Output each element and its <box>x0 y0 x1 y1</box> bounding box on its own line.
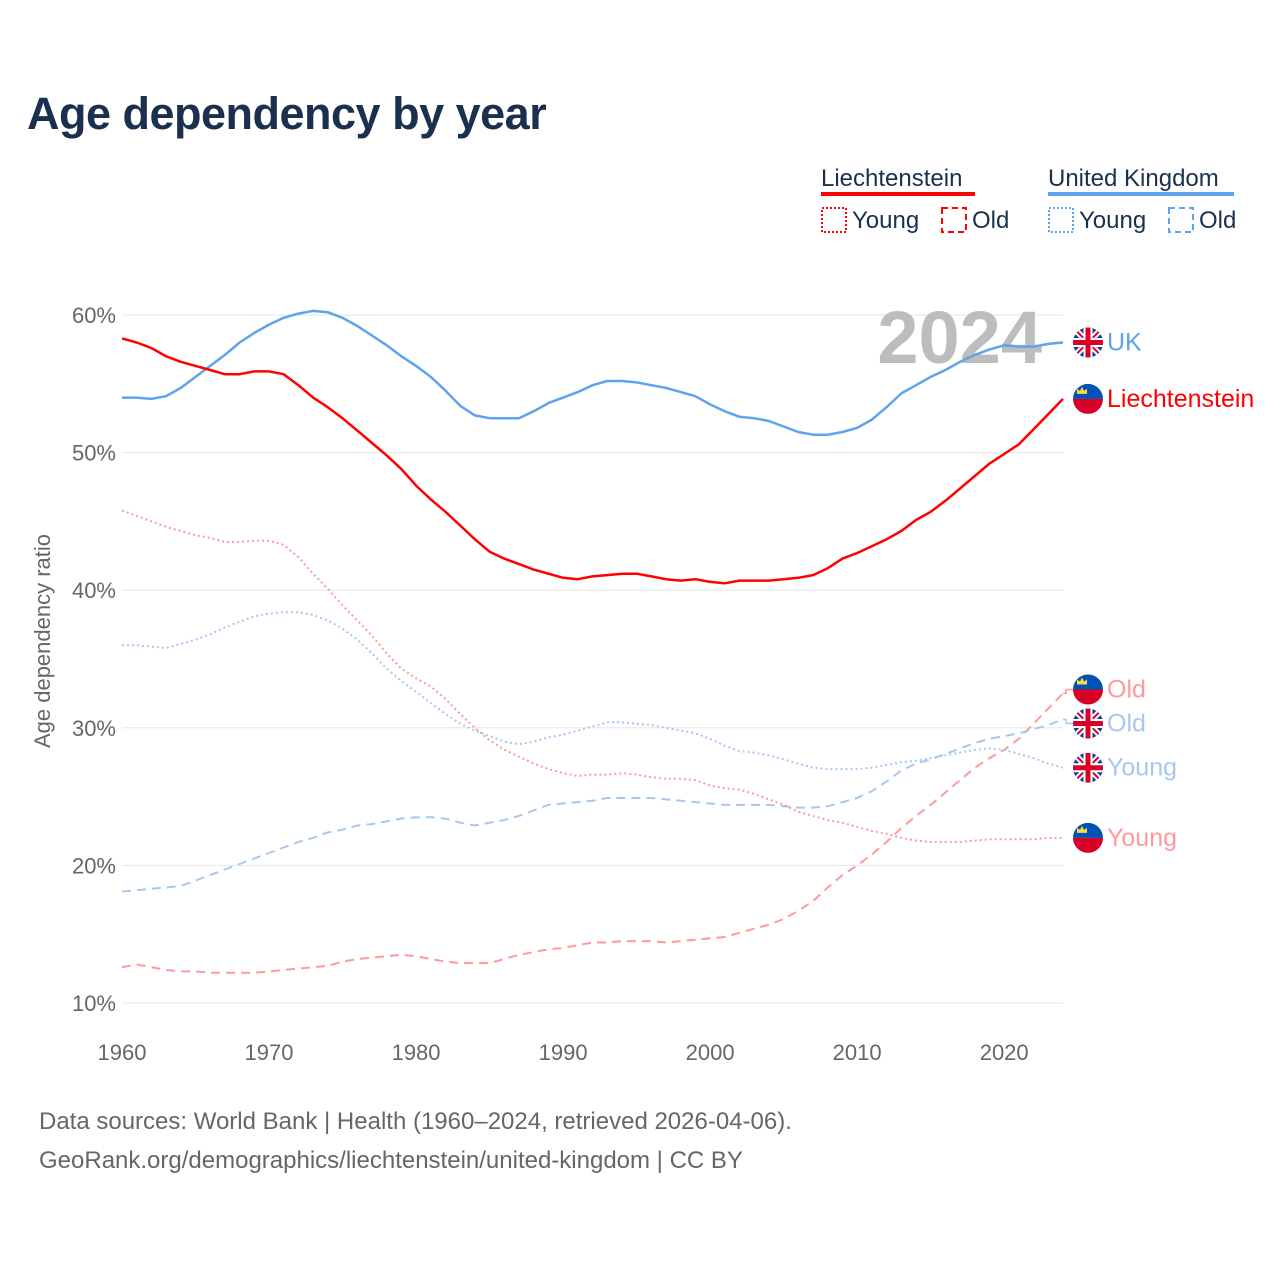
y-tick-label: 40% <box>72 578 116 603</box>
series-line-united-kingdom-total <box>122 309 1064 436</box>
source-note: Data sources: World Bank | Health (1960–… <box>39 1108 792 1135</box>
legend-swatch-old <box>941 207 967 233</box>
legend-item-young[interactable]: Young <box>1079 207 1146 234</box>
y-tick-label: 60% <box>72 303 116 328</box>
y-tick-label: 50% <box>72 441 116 466</box>
legend-swatch-young <box>821 207 847 233</box>
series-end-label: Liechtenstein <box>1107 385 1254 413</box>
legend-swatch-young <box>1048 207 1074 233</box>
source-link[interactable]: GeoRank.org/demographics/liechtenstein/u… <box>39 1147 743 1174</box>
flag-body <box>1073 708 1103 739</box>
flag-bottom <box>1073 689 1103 705</box>
liechtenstein-flag-icon <box>1073 822 1103 853</box>
flag-body <box>1073 674 1103 705</box>
crown-icon <box>1077 825 1087 833</box>
flag-cross-red <box>1073 752 1103 783</box>
series-line-liechtenstein-young <box>121 509 1063 843</box>
flag-body <box>1073 822 1103 853</box>
page-title: Age dependency by year <box>27 88 547 139</box>
series-end-label: Old <box>1107 675 1146 703</box>
flag-body <box>1073 327 1103 358</box>
legend-swatch-old <box>1168 207 1194 233</box>
series-line-liechtenstein-total <box>121 337 1064 585</box>
label-connector <box>1063 688 1073 695</box>
x-tick-label: 2020 <box>980 1040 1029 1065</box>
flag-top <box>1073 383 1103 399</box>
year-watermark: 2024 <box>877 296 1042 379</box>
flag-bottom <box>1073 837 1103 853</box>
series-end-label: Young <box>1107 754 1177 782</box>
series-end-label: UK <box>1107 329 1142 357</box>
legend-group-united-kingdom[interactable]: United Kingdom <box>1048 165 1219 192</box>
series-line-liechtenstein-old <box>121 692 1064 974</box>
liechtenstein-flag-icon <box>1073 674 1103 705</box>
crown-icon <box>1077 386 1087 394</box>
series-line-united-kingdom-young <box>122 611 1064 771</box>
x-tick-label: 2000 <box>686 1040 735 1065</box>
legend-item-young[interactable]: Young <box>852 207 919 234</box>
x-tick-label: 1980 <box>392 1040 441 1065</box>
uk-flag-icon <box>1073 752 1103 783</box>
series-line-united-kingdom-old <box>121 718 1064 893</box>
liechtenstein-flag-icon <box>1073 383 1103 414</box>
y-tick-label: 30% <box>72 716 116 741</box>
flag-body <box>1073 752 1103 783</box>
flag-body <box>1073 383 1103 414</box>
flag-cross-red <box>1073 327 1103 358</box>
uk-flag-icon <box>1073 327 1103 358</box>
uk-flag-icon <box>1073 708 1103 739</box>
legend-item-old[interactable]: Old <box>972 207 1009 234</box>
x-tick-label: 2010 <box>833 1040 882 1065</box>
x-tick-label: 1960 <box>98 1040 147 1065</box>
flag-bottom <box>1073 398 1103 414</box>
flag-cross-red <box>1073 708 1103 739</box>
series-end-label: Old <box>1107 709 1146 737</box>
x-tick-label: 1970 <box>245 1040 294 1065</box>
flag-top <box>1073 822 1103 838</box>
y-axis-label: Age dependency ratio <box>30 534 55 748</box>
y-tick-label: 10% <box>72 991 116 1016</box>
crown-icon <box>1077 677 1087 685</box>
flag-top <box>1073 674 1103 690</box>
label-connector <box>1063 718 1073 725</box>
y-tick-label: 20% <box>72 853 116 878</box>
legend-group-liechtenstein[interactable]: Liechtenstein <box>821 165 962 192</box>
legend-item-old[interactable]: Old <box>1199 207 1236 234</box>
x-tick-label: 1990 <box>539 1040 588 1065</box>
series-end-label: Young <box>1107 824 1177 852</box>
